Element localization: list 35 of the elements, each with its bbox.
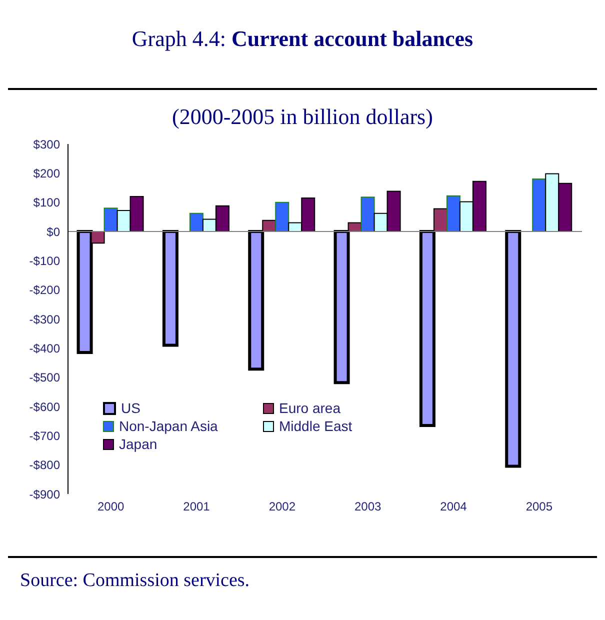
- legend-label: Japan: [119, 436, 158, 452]
- bar: [532, 178, 546, 232]
- x-tick-label: 2000: [97, 500, 125, 514]
- x-tick-label: 2002: [268, 500, 296, 514]
- bar: [104, 208, 118, 232]
- bar: [189, 212, 204, 232]
- source-note: Source: Commission services.: [20, 570, 251, 592]
- legend-label: Euro area: [279, 400, 340, 416]
- y-tick-label: $100: [33, 196, 60, 210]
- legend-label: US: [121, 400, 140, 416]
- y-tick-label: -$700: [29, 428, 60, 443]
- y-tick-label: $200: [33, 166, 60, 180]
- y-tick-label: $0: [46, 224, 60, 239]
- bar: [446, 195, 460, 232]
- y-tick-label: -$400: [29, 341, 60, 356]
- y-tick-label: -$900: [29, 487, 60, 502]
- y-tick-label: -$800: [29, 458, 60, 472]
- bar: [162, 230, 178, 347]
- y-tick-label: -$600: [29, 400, 60, 414]
- bar: [360, 196, 375, 232]
- y-tick-label: -$200: [29, 283, 60, 298]
- x-tick-label: 2004: [440, 500, 468, 514]
- y-tick-label: -$300: [29, 312, 60, 326]
- x-tick-label: 2003: [354, 500, 382, 514]
- x-tick-label: 2001: [183, 500, 210, 514]
- legend-label: Non-Japan Asia: [119, 418, 218, 434]
- bar: [275, 202, 290, 232]
- x-tick-label: 2005: [526, 500, 553, 514]
- legend-label: Middle East: [279, 418, 352, 434]
- chart-title: Graph 4.4: Current account balances: [132, 26, 474, 51]
- y-tick-label: $300: [33, 137, 60, 152]
- bar: [505, 230, 522, 468]
- chart-subtitle: (2000-2005 in billion dollars): [171, 104, 434, 130]
- y-tick-label: -$100: [29, 254, 60, 268]
- y-tick-label: -$500: [29, 370, 60, 385]
